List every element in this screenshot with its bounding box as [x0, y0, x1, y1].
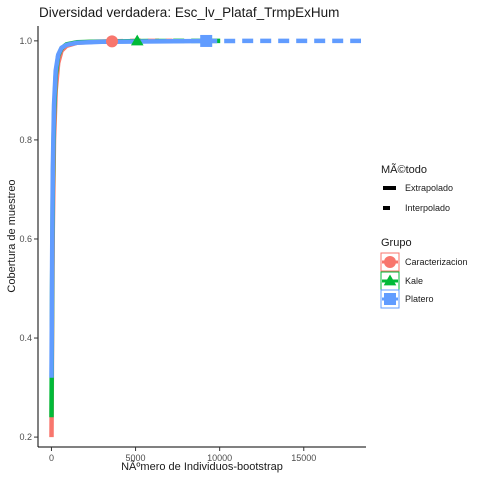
x-tick-label: 15000	[291, 453, 316, 463]
x-tick-label: 10000	[207, 453, 232, 463]
interpolated-line-platero	[49, 38, 207, 378]
x-tick-label: 0	[49, 453, 54, 463]
interpolated-line-kale	[49, 38, 138, 418]
series-lines	[49, 38, 361, 438]
method-legend-keys	[383, 186, 396, 210]
observed-point-platero	[200, 34, 213, 47]
axes: 0 5000 10000 15000 0.2 0.4 0.6 0.8 1.0	[19, 26, 366, 463]
y-tick-label: 0.6	[19, 234, 32, 244]
method-legend-title: MÃ©todo	[381, 164, 428, 176]
chart-title: Diversidad verdadera: Esc_lv_Plataf_Trmp…	[39, 5, 340, 20]
y-tick-label: 0.8	[19, 135, 32, 145]
y-axis-label: Cobertura de muestreo	[6, 179, 18, 293]
legend-label-platero: Platero	[405, 294, 434, 304]
legend-label-extrapolado: Extrapolado	[405, 183, 454, 193]
group-legend-title: Grupo	[381, 237, 412, 249]
observed-point-caracterizacion	[106, 35, 119, 48]
legend-key-marker-platero	[384, 293, 396, 305]
legend-label-interpolado: Interpolado	[405, 203, 451, 213]
observed-markers	[106, 34, 213, 48]
legend-label-caracterizacion: Caracterizacion	[405, 257, 468, 267]
observed-point-kale	[130, 34, 144, 46]
x-axis-label: NÃºmero de Individuos-bootstrap	[121, 461, 283, 473]
legend-key-marker-kale	[383, 274, 397, 286]
y-tick-label: 0.4	[19, 333, 32, 343]
interpolated-line-caracterizacion	[49, 39, 113, 438]
group-legend-keys	[380, 252, 400, 309]
legend-label-kale: Kale	[405, 276, 424, 286]
legend-key-marker-caracterizacion	[384, 256, 396, 268]
y-tick-label: 1.0	[19, 36, 32, 46]
y-tick-label: 0.2	[19, 432, 32, 442]
x-tick-label: 5000	[126, 453, 146, 463]
